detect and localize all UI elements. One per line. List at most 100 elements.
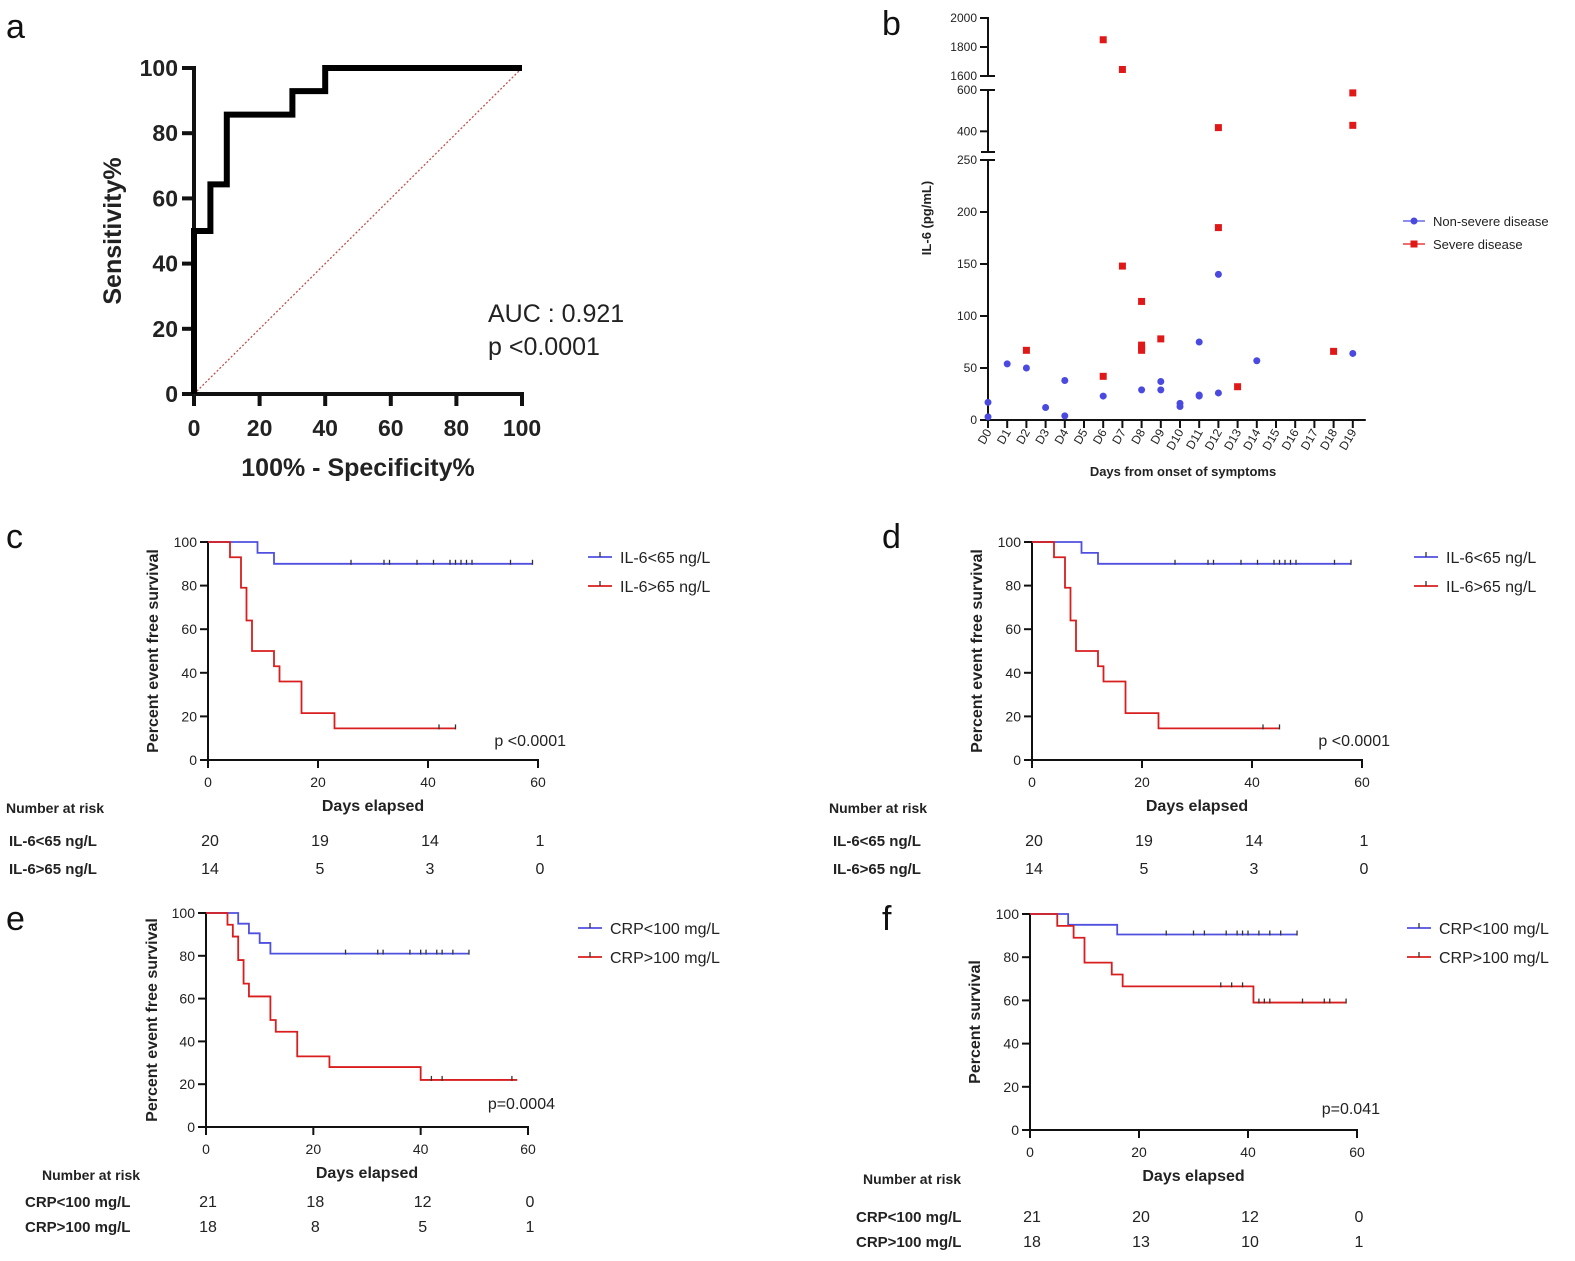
y-axis-label: IL-6 (pg/mL): [919, 181, 934, 255]
x-tick-label: D11: [1183, 426, 1206, 452]
x-tick-label: D15: [1259, 426, 1282, 452]
p-value: p=0.0004: [488, 1096, 555, 1113]
x-tick-label: 60: [378, 415, 404, 441]
x-tick-label: D7: [1109, 426, 1129, 447]
curve-high: [1030, 913, 1347, 1004]
x-tick-label: D8: [1128, 426, 1148, 447]
y-tick-label: 80: [181, 578, 197, 594]
y-axis-label: Percent event free survival: [145, 549, 162, 753]
y-tick-label: 100: [957, 309, 977, 323]
data-point-severe: [1214, 224, 1222, 232]
data-point-non-severe: [1157, 386, 1165, 394]
y-tick-label: 60: [1005, 621, 1021, 637]
legend-label: IL-6<65 ng/L: [1446, 550, 1536, 567]
data-point-non-severe: [1176, 402, 1184, 410]
x-tick-label: 0: [202, 1141, 210, 1157]
x-tick-label: D10: [1163, 426, 1186, 452]
data-point-non-severe: [1061, 376, 1069, 384]
data-point-non-severe: [1061, 412, 1069, 420]
risk-table-value: 14: [421, 833, 439, 850]
data-point-non-severe: [1099, 392, 1107, 400]
km-chart-c: 0 20 40 60 80 100 0 20 40 60 Days elapsed Percent e…: [6, 534, 710, 878]
x-axis-label: Days elapsed: [1146, 798, 1248, 815]
x-tick-label: D4: [1052, 426, 1072, 447]
risk-table-value: 10: [1241, 1234, 1259, 1251]
risk-table-value: 0: [536, 861, 545, 878]
y-tick-label: 20: [179, 1076, 195, 1092]
risk-table-value: 13: [1132, 1234, 1150, 1251]
risk-table-value: 12: [414, 1194, 432, 1211]
y-tick-label: 80: [1005, 578, 1021, 594]
y-tick-label: 40: [1005, 665, 1021, 681]
x-tick-label: 0: [1028, 774, 1036, 790]
y-tick-label: 40: [179, 1033, 195, 1049]
y-tick-label: 100: [174, 534, 198, 550]
y-tick-label: 0: [189, 752, 197, 768]
y-tick-label: 600: [957, 83, 977, 97]
curve-low: [208, 541, 533, 565]
x-tick-label: 100: [503, 415, 541, 441]
y-tick-label: 60: [1003, 992, 1019, 1008]
risk-table-row-label: IL-6>65 ng/L: [9, 861, 97, 878]
data-point-non-severe: [1195, 338, 1203, 346]
y-tick-label: 20: [1003, 1079, 1019, 1095]
data-point-non-severe: [984, 398, 992, 406]
data-point-severe: [1157, 335, 1165, 343]
risk-table-row-label: IL-6<65 ng/L: [9, 833, 97, 850]
panel-letter-b: b: [882, 5, 901, 43]
legend-label: IL-6<65 ng/L: [620, 550, 710, 567]
y-tick-label: 20: [1005, 708, 1021, 724]
risk-table-value: 21: [199, 1194, 217, 1211]
x-tick-label: 20: [310, 774, 326, 790]
risk-table-title: Number at risk: [6, 800, 104, 816]
data-point-severe: [1118, 65, 1126, 73]
x-tick-label: 40: [1244, 774, 1260, 790]
risk-table-row-label: IL-6<65 ng/L: [833, 833, 921, 850]
risk-table-value: 5: [316, 861, 325, 878]
data-point-non-severe: [1003, 360, 1011, 368]
data-point-non-severe: [1022, 364, 1030, 372]
x-tick-label: 40: [1240, 1144, 1256, 1160]
y-tick-label: 60: [181, 621, 197, 637]
risk-table-value: 0: [526, 1194, 535, 1211]
x-axis-label: Days elapsed: [1142, 1168, 1244, 1185]
annotation-p-value: p <0.0001: [488, 333, 600, 361]
risk-table-value: 14: [201, 861, 219, 878]
p-value: p <0.0001: [1318, 733, 1390, 750]
y-axis-label: Percent survival: [967, 960, 984, 1084]
y-tick-label: 50: [964, 361, 978, 375]
data-point-non-severe: [1042, 404, 1050, 412]
x-tick-label: 80: [444, 415, 470, 441]
x-tick-label: D6: [1090, 426, 1110, 447]
risk-table-value: 1: [1355, 1234, 1364, 1251]
data-point-non-severe: [1138, 386, 1146, 394]
roc-curve: [191, 65, 522, 394]
data-point-non-severe: [1157, 378, 1165, 386]
x-tick-label: D3: [1032, 426, 1052, 447]
x-tick-label: D5: [1071, 426, 1091, 447]
panel-letter-d: d: [882, 518, 901, 556]
x-tick-label: 0: [204, 774, 212, 790]
panel-letter-f: f: [882, 900, 892, 938]
risk-table-value: 20: [1025, 833, 1043, 850]
data-point-non-severe: [1253, 357, 1261, 365]
y-tick-label: 1600: [950, 69, 977, 83]
x-axis-label: Days elapsed: [322, 798, 424, 815]
x-tick-label: 60: [1349, 1144, 1365, 1160]
x-tick-label: 0: [1026, 1144, 1034, 1160]
legend-label: CRP>100 mg/L: [1439, 950, 1549, 967]
x-axis-label: Days elapsed: [316, 1165, 418, 1182]
x-tick-label: D19: [1336, 426, 1359, 452]
curve-low: [206, 912, 469, 955]
p-value: p <0.0001: [494, 733, 566, 750]
y-tick-label: 0: [187, 1119, 195, 1135]
y-tick-label: 100: [996, 906, 1020, 922]
y-tick-label: 60: [152, 185, 178, 211]
risk-table-value: 1: [1360, 833, 1369, 850]
p-value: p=0.041: [1322, 1101, 1380, 1118]
risk-table-value: 1: [536, 833, 545, 850]
y-tick-label: 400: [957, 124, 977, 138]
x-tick-label: D14: [1240, 426, 1263, 452]
